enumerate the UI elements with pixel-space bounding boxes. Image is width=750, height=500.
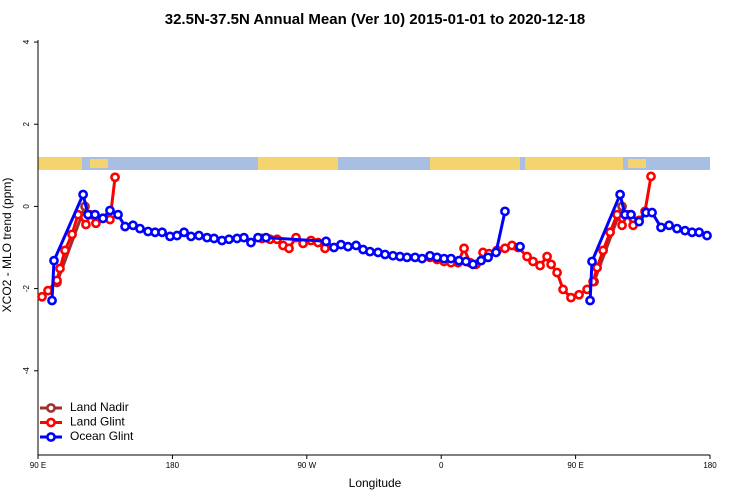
point — [542, 251, 552, 262]
point — [646, 171, 656, 182]
point — [612, 209, 623, 220]
point — [656, 222, 666, 233]
legend-marker — [46, 417, 56, 428]
point — [605, 227, 615, 238]
point — [617, 220, 627, 231]
x-tick-label: 90 W — [297, 461, 316, 470]
point — [246, 237, 256, 248]
point — [528, 256, 538, 267]
point — [120, 221, 130, 232]
legend-marker — [46, 403, 56, 413]
x-axis-label: Longitude — [349, 476, 402, 490]
y-tick-label: 2 — [22, 121, 31, 126]
point — [664, 220, 674, 231]
point — [459, 243, 469, 254]
point — [535, 260, 545, 271]
point — [546, 259, 557, 270]
point — [224, 234, 234, 245]
x-tick-label: 0 — [439, 461, 444, 470]
point — [343, 241, 353, 252]
point — [380, 249, 390, 260]
point — [110, 172, 120, 183]
point — [194, 230, 204, 241]
point — [179, 227, 189, 238]
point — [37, 291, 47, 302]
point — [500, 206, 510, 217]
point — [552, 267, 562, 278]
legend-label: Land Nadir — [70, 400, 129, 414]
chart-title: 32.5N-37.5N Annual Mean (Ver 10) 2015-01… — [165, 11, 585, 28]
point — [417, 253, 427, 264]
point — [402, 252, 412, 263]
point — [105, 205, 115, 216]
point — [585, 295, 595, 306]
point — [81, 219, 91, 230]
legend-label: Land Glint — [70, 415, 125, 429]
point — [261, 232, 271, 243]
x-tick-label: 90 E — [567, 461, 583, 470]
point — [49, 255, 59, 266]
point — [694, 227, 704, 238]
point — [702, 230, 712, 241]
x-tick-label: 90 E — [30, 461, 46, 470]
y-axis-label: XCO2 - MLO trend (ppm) — [0, 178, 14, 313]
point — [55, 263, 65, 274]
point — [598, 245, 608, 256]
x-tick-label: 180 — [703, 461, 717, 470]
map-strip — [38, 157, 710, 170]
point — [43, 285, 53, 296]
point — [574, 289, 584, 300]
point — [672, 223, 682, 234]
point — [157, 227, 167, 238]
y-tick-label: 0 — [22, 204, 31, 209]
point — [284, 243, 294, 254]
point — [515, 241, 525, 252]
point — [365, 246, 375, 257]
point — [351, 240, 361, 251]
point — [491, 247, 501, 258]
series-line — [50, 189, 708, 301]
point — [592, 262, 603, 273]
point — [587, 256, 597, 267]
point — [253, 232, 263, 243]
series-line — [40, 176, 653, 300]
point — [483, 252, 493, 263]
point — [60, 245, 70, 256]
point — [634, 216, 644, 227]
point — [647, 207, 657, 218]
point — [186, 231, 196, 242]
point — [626, 209, 636, 220]
point — [91, 218, 101, 229]
point — [113, 209, 123, 220]
y-tick-label: -2 — [22, 284, 31, 292]
point — [98, 213, 108, 224]
y-tick-label: -4 — [22, 367, 31, 375]
point — [239, 232, 249, 243]
point — [209, 233, 219, 244]
point — [135, 223, 145, 234]
legend-marker — [46, 432, 56, 442]
point — [78, 189, 88, 200]
point — [67, 229, 77, 240]
point — [446, 253, 456, 264]
legend-label: Ocean Glint — [70, 429, 134, 443]
point — [566, 292, 576, 303]
x-tick-label: 180 — [166, 461, 180, 470]
point — [615, 189, 626, 200]
y-tick-label: 4 — [22, 39, 31, 44]
point — [90, 209, 100, 220]
point — [47, 295, 57, 306]
point — [558, 284, 568, 295]
point — [468, 259, 478, 270]
point — [522, 251, 532, 262]
point — [321, 236, 331, 247]
